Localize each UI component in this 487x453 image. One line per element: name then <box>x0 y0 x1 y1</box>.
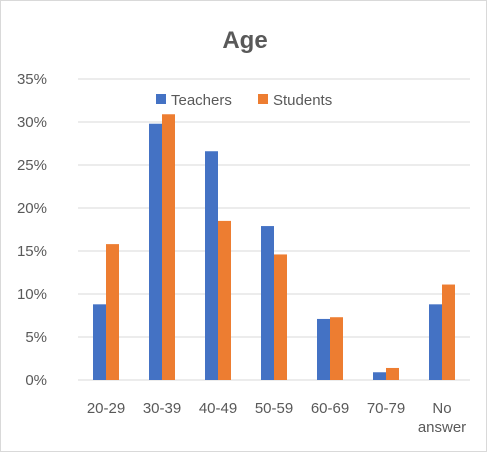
legend-swatch <box>258 94 268 104</box>
bar-students <box>442 284 455 380</box>
bar-teachers <box>149 123 162 380</box>
x-tick-label: No <box>432 400 451 417</box>
bar-teachers <box>205 151 218 380</box>
x-tick-label: 40-49 <box>199 400 237 417</box>
bar-students <box>330 317 343 380</box>
legend-swatch <box>156 94 166 104</box>
bar-teachers <box>317 318 330 380</box>
bar-teachers <box>261 226 274 380</box>
x-tick-label: answer <box>418 419 466 436</box>
bar-students <box>162 114 175 380</box>
x-tick-label: 50-59 <box>255 400 293 417</box>
x-tick-label: 60-69 <box>311 400 349 417</box>
y-tick-label: 10% <box>17 286 47 303</box>
y-tick-label: 25% <box>17 157 47 174</box>
y-tick-label: 20% <box>17 200 47 217</box>
x-tick-label: 70-79 <box>367 400 405 417</box>
bar-teachers <box>429 304 442 380</box>
legend: Teachers Students <box>156 92 332 109</box>
bar-students <box>218 220 231 380</box>
x-tick-label: 20-29 <box>87 400 125 417</box>
x-tick-label: 30-39 <box>143 400 181 417</box>
bar-teachers <box>373 372 386 380</box>
y-tick-label: 5% <box>25 329 47 346</box>
chart-title: Age <box>222 27 267 54</box>
bar-students <box>386 367 399 380</box>
y-tick-label: 30% <box>17 114 47 131</box>
bar-students <box>274 254 287 380</box>
y-tick-label: 35% <box>17 71 47 88</box>
x-axis-labels: 20-29 30-39 40-49 50-59 60-69 70-79 No answer <box>87 400 466 436</box>
legend-label: Students <box>273 92 332 109</box>
y-tick-label: 15% <box>17 243 47 260</box>
bar-students <box>106 244 119 380</box>
bar-teachers <box>93 304 106 380</box>
y-axis-labels: 0% 5% 10% 15% 20% 25% 30% 35% <box>17 71 47 389</box>
y-tick-label: 0% <box>25 372 47 389</box>
bars <box>93 114 455 380</box>
legend-label: Teachers <box>171 92 232 109</box>
